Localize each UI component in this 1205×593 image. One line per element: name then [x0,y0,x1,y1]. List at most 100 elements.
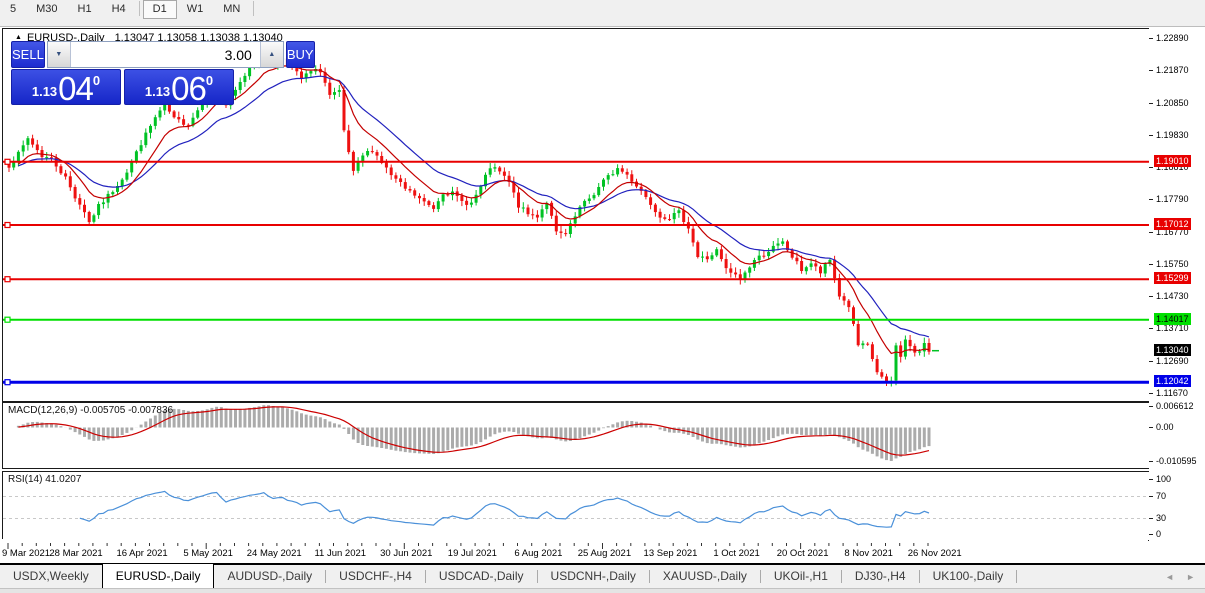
macd-indicator-panel[interactable]: MACD(12,26,9) -0.005705 -0.007836 [2,402,1150,469]
tab-separator [759,570,761,583]
timeframe-button-m30[interactable]: M30 [36,3,58,15]
scale-tick-label: 1.21870 [1156,65,1189,75]
volume-control: ▼ ▲ [46,41,284,68]
scale-tick [1149,167,1153,168]
scale-tick [1149,296,1153,297]
scale-tick-label: 1.12690 [1156,356,1189,366]
sell-price-button[interactable]: 1.13 04 0 [11,69,121,105]
tab-separator [536,570,538,583]
chart-tab-usdcnh-daily[interactable]: USDCNH-,Daily [550,569,636,583]
chart-tab-usdx-weekly[interactable]: USDX,Weekly [13,569,89,583]
timeframe-button-mn[interactable]: MN [223,3,241,15]
scale-tick-label: 1.16770 [1156,227,1189,237]
chart-region: ▲ EURUSD-,Daily 1.13047 1.13058 1.13038 1.… [0,27,1205,563]
scale-tick-label: 1.13710 [1156,323,1189,333]
rsi-indicator-panel[interactable]: RSI(14) 41.0207 [2,471,1150,541]
chart-tab-ukoil-h1[interactable]: UKOil-,H1 [773,569,828,583]
scale-tick-label: -0.010595 [1156,456,1197,466]
macd-label: MACD(12,26,9) -0.005705 -0.007836 [8,405,174,416]
volume-input[interactable] [70,42,260,67]
timeframe-button-d1[interactable]: D1 [142,0,177,19]
scale-tick-label: 1.19830 [1156,130,1189,140]
scale-tick [1149,496,1153,497]
date-label: 5 May 2021 [183,548,233,559]
price-chart-panel[interactable]: ▲ EURUSD-,Daily 1.13047 1.13058 1.13038 1.… [2,28,1150,402]
time-scale[interactable]: 9 Mar 2021 28 Mar 2021 16 Apr 2021 5 May 20… [2,539,1148,563]
scale-tick [1149,361,1153,362]
tab-separator [424,570,426,583]
scale-tick [1149,199,1153,200]
rsi-canvas [3,490,1149,528]
price-scale[interactable]: 1.22890 1.21870 1.20850 1.19830 1.18810 1.177… [1149,27,1205,563]
timeframe-button-h4[interactable]: H4 [111,3,126,15]
chart-tab-audusd-daily[interactable]: AUDUSD-,Daily [227,569,313,583]
scale-tick-label: 0 [1156,529,1162,539]
chart-tab-eurusd-daily[interactable]: EURUSD-,Daily [101,563,215,588]
scale-tick [1149,103,1153,104]
tabs-scroll-left-icon[interactable]: ◄ [1165,571,1175,582]
volume-increase-button[interactable]: ▲ [259,42,283,67]
bid-big-digits: 04 [58,70,94,107]
sell-button[interactable]: SELL [11,41,45,68]
ask-pipette: 0 [205,73,214,88]
price-level-badge: 1.17012 [1154,218,1191,230]
scale-tick [1149,70,1153,71]
chart-tab-uk100-daily[interactable]: UK100-,Daily [932,569,1004,583]
scale-tick [1149,518,1153,519]
tab-separator [918,570,920,583]
scale-tick [1149,427,1153,428]
scale-tick-label: 100 [1156,474,1172,484]
chart-tab-xauusd-daily[interactable]: XAUUSD-,Daily [662,569,747,583]
chart-tab-bar: USDX,Weekly EURUSD-,Daily AUDUSD-,Daily USD… [0,563,1205,588]
tab-separator [840,570,842,583]
scale-tick-label: 1.14730 [1156,291,1189,301]
scale-tick-label: 1.15750 [1156,259,1189,269]
date-label: 13 Sep 2021 [643,548,698,559]
scale-tick [1149,328,1153,329]
chart-tab-usdcad-daily[interactable]: USDCAD-,Daily [438,569,524,583]
scale-tick [1149,135,1153,136]
scale-tick-label: 0.006612 [1156,401,1194,411]
tabs-scroll-right-icon[interactable]: ► [1186,571,1195,582]
tab-separator [1016,570,1018,583]
buy-price-button[interactable]: 1.13 06 0 [124,69,234,105]
window-bottom-strip [0,588,1205,593]
scale-tick-label: 30 [1156,513,1167,523]
price-level-badge: 1.14017 [1154,313,1191,325]
timeframe-button-w1[interactable]: W1 [186,3,204,15]
scale-tick-label: 1.22890 [1156,33,1189,43]
tab-separator [648,570,650,583]
scale-tick [1149,393,1153,394]
scale-tick [1149,534,1153,535]
volume-decrease-button[interactable]: ▼ [47,42,71,67]
scale-tick [1149,461,1153,462]
scale-tick-label: 0.00 [1156,422,1174,432]
date-label: 6 Aug 2021 [514,548,563,559]
timeframe-button-h1[interactable]: H1 [77,3,92,15]
scale-tick [1149,406,1153,407]
buy-button[interactable]: BUY [285,41,315,68]
triangle-up-icon: ▲ [268,51,276,58]
toolbar-separator [138,1,140,16]
collapse-panel-icon[interactable]: ▲ [15,34,22,41]
chart-tab-usdchf-h4[interactable]: USDCHF-,H4 [339,569,412,583]
date-label: 28 Mar 2021 [49,548,103,559]
timeframe-toolbar: 5 M30 H1 H4 D1 W1 MN [0,0,1205,27]
toolbar-separator [253,1,255,16]
triangle-down-icon: ▼ [55,51,63,58]
price-level-badge: 1.19010 [1154,155,1191,167]
chart-tab-dj30-h4[interactable]: DJ30-,H4 [854,569,906,583]
ask-prefix: 1.13 [144,84,171,99]
rsi-label: RSI(14) 41.0207 [8,474,82,485]
date-label: 26 Nov 2021 [907,548,962,559]
scale-tick-label: 1.17790 [1156,194,1189,204]
scale-tick-label: 1.18810 [1156,162,1189,172]
scale-tick [1149,479,1153,480]
bid-prefix: 1.13 [31,84,58,99]
scale-tick-label: 70 [1156,491,1167,501]
scale-tick-label: 1.11670 [1156,388,1188,398]
date-label: 9 Mar 2021 [2,548,51,559]
timeframe-button-5[interactable]: 5 [10,3,17,15]
